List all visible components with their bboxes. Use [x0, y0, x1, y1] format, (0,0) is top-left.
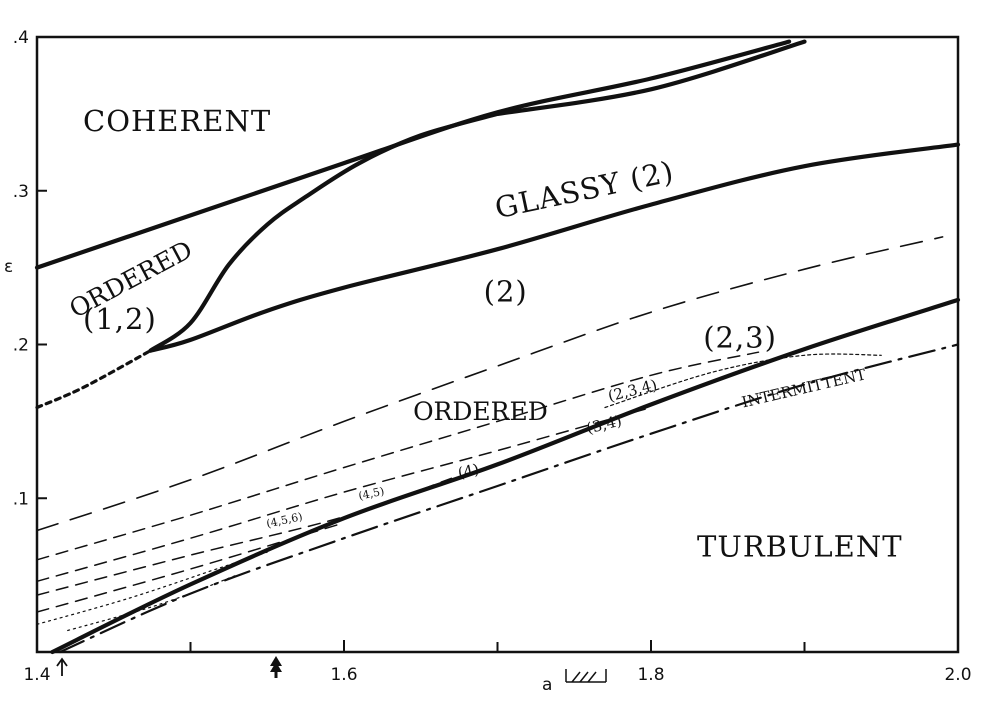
y-tick-label: .3: [13, 182, 29, 202]
region-label: TURBULENT: [697, 530, 903, 564]
region-label: COHERENT: [83, 104, 271, 138]
x-tick-label: 1.6: [330, 665, 357, 685]
interval-hatch-marker: [565, 669, 607, 683]
region-label: (4,5): [357, 485, 385, 503]
series-turbulent-boundary: [50, 297, 961, 655]
y-tick-label: .1: [13, 489, 29, 509]
x-axis-label: a: [542, 675, 552, 695]
series-dash-2: [36, 351, 760, 561]
region-label: (3,4): [585, 411, 624, 437]
region-label: (4): [456, 460, 481, 482]
region-label: (2): [484, 274, 528, 308]
x-tick-label: 2.0: [944, 665, 971, 685]
series-glassy-left-boundary: [148, 111, 500, 353]
region-label: (2,3): [703, 321, 777, 355]
tick-layer: 1.4 1.6 1.8 2.0 .4 .3 .2 .1: [13, 28, 972, 685]
region-label: (1,2): [83, 302, 157, 336]
region-label: GLASSY (2): [492, 154, 677, 225]
series-ordered12-lower: [35, 349, 153, 410]
series-glassy-upper-boundary: [495, 39, 807, 116]
region-label: ORDERED: [413, 397, 548, 426]
region-label: INTERMITTENT: [740, 365, 868, 411]
series-dotted-1: [36, 551, 268, 625]
region-label: (4,5,6): [265, 510, 303, 530]
arrow-marker-left: [56, 657, 68, 676]
series-layer: [34, 39, 961, 655]
series-long-dash-upper: [36, 236, 944, 532]
x-tick-label: 1.4: [23, 665, 50, 685]
series-glassy-lower-boundary: [148, 142, 961, 353]
series-dotted-2: [67, 574, 238, 632]
arrow-marker-double: [270, 656, 282, 678]
series-upper-coherent-boundary: [34, 39, 792, 270]
series-intermittent: [58, 343, 960, 654]
y-tick-label: .2: [13, 336, 29, 356]
x-tick-label: 1.8: [637, 665, 664, 685]
y-axis-label: ε: [4, 257, 13, 277]
series-dash-4: [36, 477, 453, 596]
series-dash-grey-bump: [604, 353, 882, 409]
series-dash-3: [36, 406, 652, 583]
y-tick-label: .4: [13, 28, 29, 48]
